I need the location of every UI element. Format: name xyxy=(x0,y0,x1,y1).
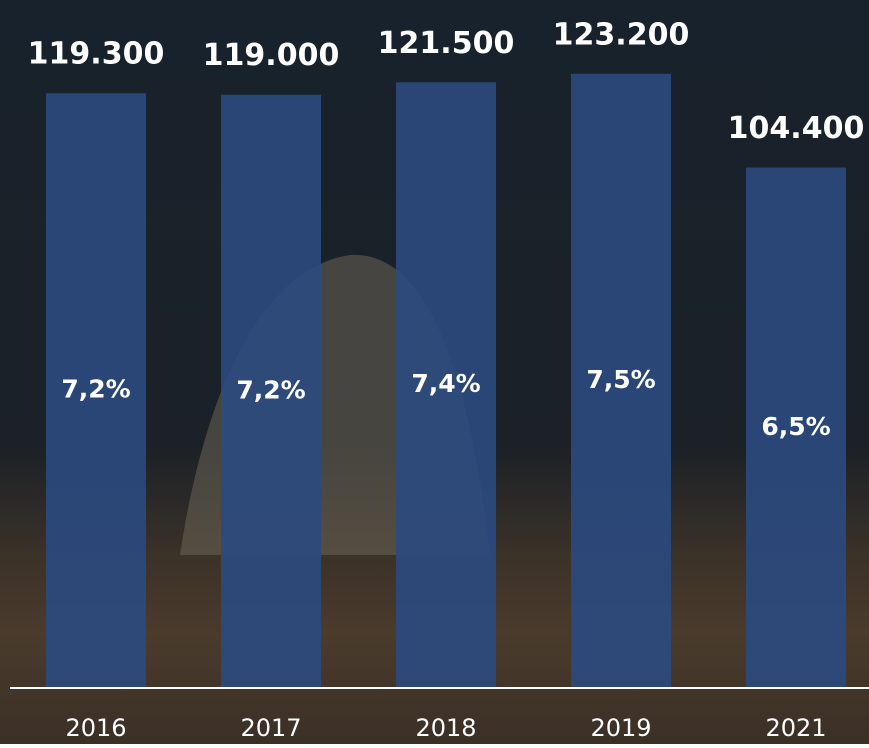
value-label: 123.200 xyxy=(553,17,690,52)
bar xyxy=(221,94,321,689)
bar xyxy=(396,82,496,689)
bar xyxy=(571,73,671,688)
x-tick-label: 2019 xyxy=(590,714,651,742)
share-label: 7,5% xyxy=(586,365,655,394)
x-tick-label: 2021 xyxy=(765,714,826,742)
bar xyxy=(46,93,146,688)
value-label: 121.500 xyxy=(378,26,515,61)
share-label: 7,2% xyxy=(61,375,130,404)
x-tick-label: 2017 xyxy=(240,714,301,742)
bar xyxy=(746,167,846,688)
x-tick-label: 2016 xyxy=(65,714,126,742)
share-label: 7,2% xyxy=(236,375,305,404)
share-label: 7,4% xyxy=(411,369,480,398)
x-tick-label: 2018 xyxy=(415,714,476,742)
share-label: 6,5% xyxy=(761,412,830,441)
value-label: 119.300 xyxy=(28,37,165,72)
value-label: 119.000 xyxy=(203,38,340,73)
value-label: 104.400 xyxy=(728,111,865,146)
